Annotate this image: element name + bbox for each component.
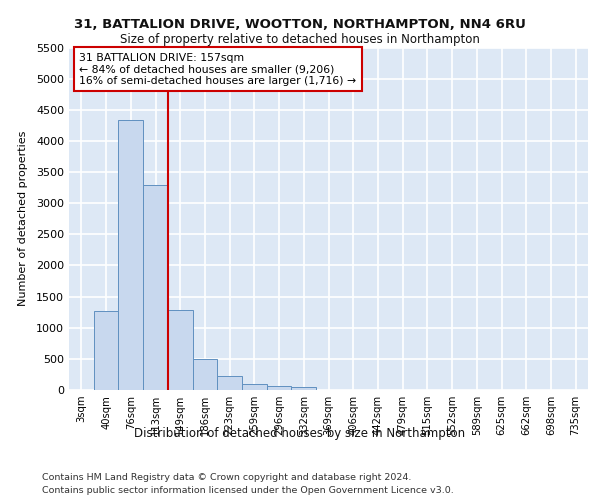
Text: 31, BATTALION DRIVE, WOOTTON, NORTHAMPTON, NN4 6RU: 31, BATTALION DRIVE, WOOTTON, NORTHAMPTO… [74, 18, 526, 30]
Bar [217, 376, 242, 390]
Bar [168, 310, 193, 390]
Bar [267, 386, 292, 390]
Bar [242, 384, 267, 390]
Text: Distribution of detached houses by size in Northampton: Distribution of detached houses by size … [134, 428, 466, 440]
Bar [193, 360, 217, 390]
Text: Contains HM Land Registry data © Crown copyright and database right 2024.: Contains HM Land Registry data © Crown c… [42, 472, 412, 482]
Bar [118, 120, 143, 390]
Bar [143, 184, 168, 390]
Bar [292, 386, 316, 390]
Bar [94, 311, 118, 390]
Text: 31 BATTALION DRIVE: 157sqm
← 84% of detached houses are smaller (9,206)
16% of s: 31 BATTALION DRIVE: 157sqm ← 84% of deta… [79, 52, 356, 86]
Y-axis label: Number of detached properties: Number of detached properties [17, 131, 28, 306]
Text: Size of property relative to detached houses in Northampton: Size of property relative to detached ho… [120, 32, 480, 46]
Text: Contains public sector information licensed under the Open Government Licence v3: Contains public sector information licen… [42, 486, 454, 495]
